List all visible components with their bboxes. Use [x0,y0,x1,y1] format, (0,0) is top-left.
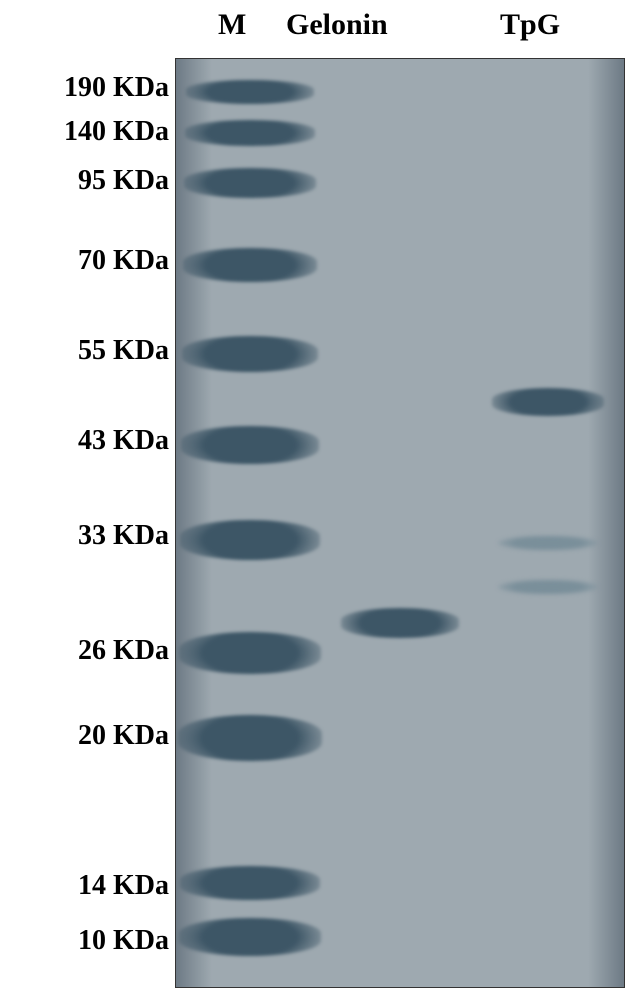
mw-label: 26 KDa [78,635,169,667]
lane-header-marker: M [218,8,246,42]
mw-label: 70 KDa [78,245,169,277]
gel-figure: M Gelonin TpG 190 KDa 140 KDa 95 KDa 70 KDa… [0,0,636,1000]
lane-header-tpg: TpG [500,8,560,42]
faint-band [498,536,598,550]
protein-band [179,918,321,956]
mw-label: 14 KDa [78,870,169,902]
mw-label: 55 KDa [78,335,169,367]
protein-band [341,608,459,638]
mw-label: 140 KDa [64,116,169,148]
mw-label: 95 KDa [78,165,169,197]
protein-band [181,426,319,464]
protein-band [179,632,321,674]
protein-band [185,120,315,146]
protein-band [180,866,320,900]
mw-label: 33 KDa [78,520,169,552]
faint-band [498,580,598,594]
protein-band [186,80,314,104]
mw-label: 43 KDa [78,425,169,457]
mw-label: 10 KDa [78,925,169,957]
protein-band [184,168,316,198]
protein-band [180,520,320,560]
mw-label: 20 KDa [78,720,169,752]
protein-band [492,388,604,416]
mw-label: 190 KDa [64,72,169,104]
protein-band [182,336,318,372]
protein-band [183,248,317,282]
protein-band [178,715,322,761]
lane-header-gelonin: Gelonin [286,8,388,42]
